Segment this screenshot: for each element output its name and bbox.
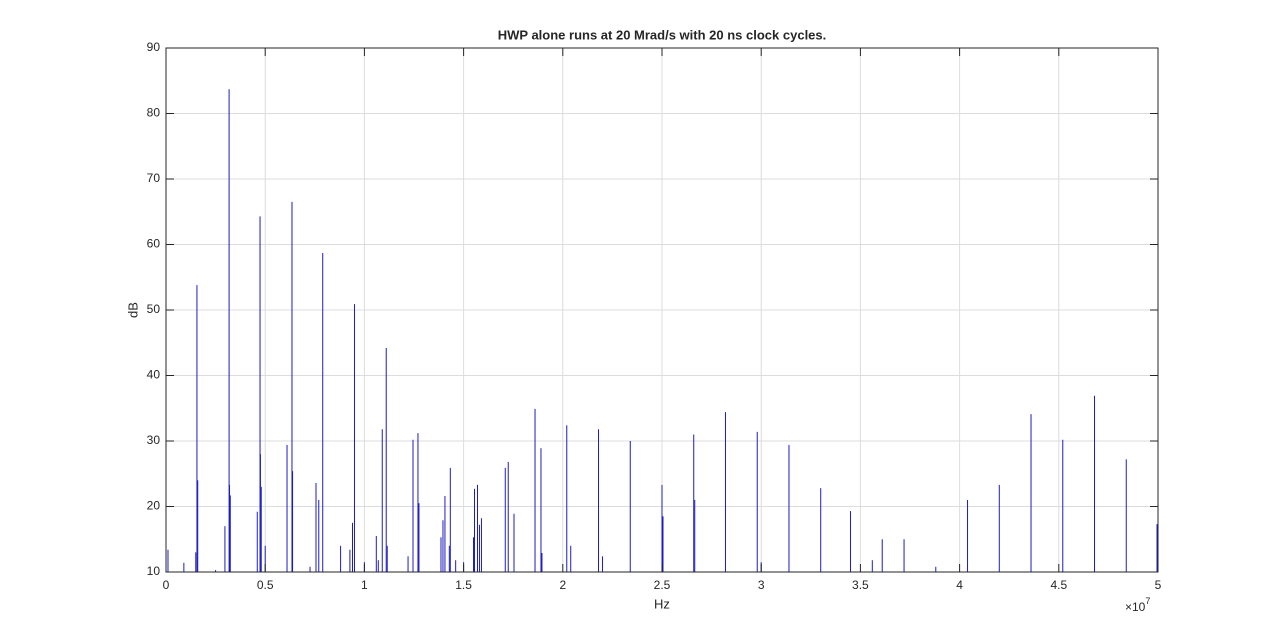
y-tick-label: 50 xyxy=(147,302,161,316)
y-tick-label: 70 xyxy=(147,171,161,185)
ticks-layer: 10 20 30 40 50 60 70 80 90 0 0.5 1 1.5 2 2.5 3 3.5 4 4.5 5 xyxy=(147,40,1162,592)
x-tick-label: 3.5 xyxy=(852,578,869,592)
x-tick-label: 2.5 xyxy=(654,578,671,592)
y-tick-label: 10 xyxy=(147,564,161,578)
x-tick-label: 2 xyxy=(559,578,566,592)
y-tick-label: 30 xyxy=(147,433,161,447)
y-tick-label: 20 xyxy=(147,499,161,513)
x-tick-label: 5 xyxy=(1155,578,1162,592)
y-tick-label: 90 xyxy=(147,40,161,54)
x-multiplier-base: ×10 xyxy=(1125,600,1146,614)
marks-layer xyxy=(167,89,1158,572)
chart-title: HWP alone runs at 20 Mrad/s with 20 ns c… xyxy=(498,27,827,42)
x-tick-label: 1 xyxy=(361,578,368,592)
x-axis-label: Hz xyxy=(654,596,670,611)
y-tick-label: 60 xyxy=(147,237,161,251)
y-tick-label: 40 xyxy=(147,368,161,382)
x-tick-label: 0.5 xyxy=(257,578,274,592)
x-tick-label: 0 xyxy=(163,578,170,592)
y-tick-label: 80 xyxy=(147,106,161,120)
x-tick-label: 4.5 xyxy=(1050,578,1067,592)
x-tick-label: 4 xyxy=(956,578,963,592)
x-multiplier: ×107 xyxy=(1125,596,1150,614)
x-tick-label: 3 xyxy=(758,578,765,592)
x-multiplier-exponent: 7 xyxy=(1145,596,1150,606)
y-axis-label: dB xyxy=(125,302,140,318)
x-tick-label: 1.5 xyxy=(455,578,472,592)
